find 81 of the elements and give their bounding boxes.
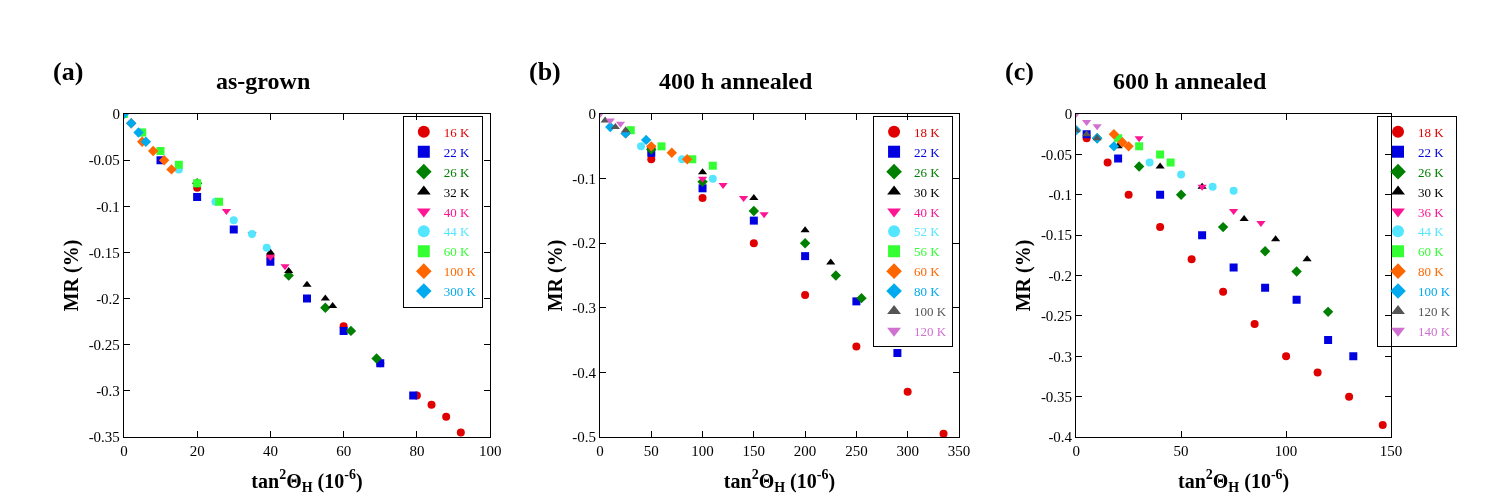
legend-label: 18 K <box>1418 124 1445 140</box>
y-tick-label: -0.35 <box>88 429 120 446</box>
y-tick-label: 0 <box>1064 106 1073 123</box>
legend-label: 30 K <box>914 184 941 200</box>
legend-label: 60 K <box>914 264 941 280</box>
x-tick-label: 100 <box>691 443 714 459</box>
x-tick-label: 250 <box>845 443 868 459</box>
x-axis-title: tan$^{2}$Θ$_{H}$ (10$^{-6}$) <box>723 467 836 495</box>
legend-label: 26 K <box>1418 164 1445 180</box>
y-tick-label: -0.35 <box>1040 388 1073 405</box>
text: (c) <box>1005 57 1034 86</box>
y-tick-label: -0.1 <box>96 198 120 215</box>
y-tick-label: 0 <box>588 106 596 123</box>
x-axis-title: tan$^{2}$Θ$_{H}$ (10$^{-6}$) <box>251 467 363 495</box>
y-tick-label: 0 <box>112 106 120 123</box>
y-tick-label: -0.3 <box>572 300 596 317</box>
x-tick-label: 350 <box>947 443 971 459</box>
x-tick-label: 80 <box>409 443 425 459</box>
y-tick-label: -0.25 <box>88 336 120 353</box>
legend-label: 60 K <box>1418 244 1445 260</box>
legend-label: 40 K <box>443 204 471 220</box>
y-axis-title: MR (%) <box>1012 239 1036 312</box>
legend-label: 56 K <box>914 244 941 260</box>
legend-label: 32 K <box>443 184 471 200</box>
x-tick-label: 300 <box>896 443 919 459</box>
y-tick-label: -0.1 <box>572 170 596 187</box>
legend-label: 100 K <box>914 303 947 319</box>
y-tick-label: -0.5 <box>572 429 596 446</box>
legend-label: 44 K <box>443 224 471 240</box>
legend-label: 100 K <box>443 264 477 280</box>
legend-label: 22 K <box>914 144 941 160</box>
y-tick-label: -0.3 <box>1048 348 1073 365</box>
chart-title: 400 h annealed <box>659 68 814 94</box>
legend-label: 16 K <box>443 124 471 140</box>
legend-label: 44 K <box>1418 224 1445 240</box>
y-tick-label: -0.3 <box>96 383 120 400</box>
legend-label: 18 K <box>914 124 941 140</box>
legend-label: 120 K <box>914 323 947 339</box>
x-tick-label: 150 <box>1379 443 1403 459</box>
legend-label: 22 K <box>1418 144 1445 160</box>
y-tick-label: -0.1 <box>1048 187 1073 204</box>
legend-label: 52 K <box>914 224 941 240</box>
x-tick-label: 40 <box>262 443 278 459</box>
y-tick-label: -0.4 <box>572 364 597 381</box>
y-tick-label: -0.15 <box>1040 227 1073 244</box>
legend-label: 140 K <box>1418 323 1451 339</box>
legend-label: 30 K <box>1418 184 1445 200</box>
x-tick-label: 50 <box>643 443 659 459</box>
y-axis-title: MR (%) <box>60 239 84 312</box>
y-tick-label: -0.2 <box>1048 267 1073 284</box>
chart-title: as-grown <box>216 68 311 94</box>
y-axis-title: MR (%) <box>543 239 567 312</box>
legend-label: 22 K <box>443 144 471 160</box>
y-tick-label: -0.05 <box>88 152 120 169</box>
x-tick-label: 60 <box>336 443 352 459</box>
legend-label: 60 K <box>443 244 471 260</box>
legend-label: 26 K <box>914 164 941 180</box>
x-tick-label: 200 <box>793 443 817 459</box>
legend-label: 80 K <box>1418 264 1445 280</box>
text: (a) <box>53 57 84 86</box>
legend-label: 40 K <box>914 204 941 220</box>
text: (b) <box>529 57 561 86</box>
x-tick-label: 100 <box>478 443 502 459</box>
chart-title: 600 h annealed <box>1113 68 1268 94</box>
x-axis-title: tan$^{2}$Θ$_{H}$ (10$^{-6}$) <box>1177 467 1290 495</box>
legend-label: 100 K <box>1418 284 1451 300</box>
x-tick-label: 100 <box>1274 443 1298 459</box>
legend-label: 80 K <box>914 284 941 300</box>
y-tick-label: -0.2 <box>96 290 120 307</box>
legend-label: 36 K <box>1418 204 1445 220</box>
y-tick-label: -0.2 <box>572 235 596 252</box>
y-tick-label: -0.15 <box>88 244 120 261</box>
x-tick-label: 50 <box>1173 443 1189 459</box>
legend-label: 26 K <box>443 164 471 180</box>
x-tick-label: 20 <box>189 443 205 459</box>
legend-label: 120 K <box>1418 303 1451 319</box>
legend-label: 300 K <box>443 284 477 300</box>
y-tick-label: -0.25 <box>1040 308 1073 325</box>
x-tick-label: 150 <box>742 443 766 459</box>
y-tick-label: -0.05 <box>1040 146 1073 163</box>
y-tick-label: -0.4 <box>1048 429 1073 446</box>
